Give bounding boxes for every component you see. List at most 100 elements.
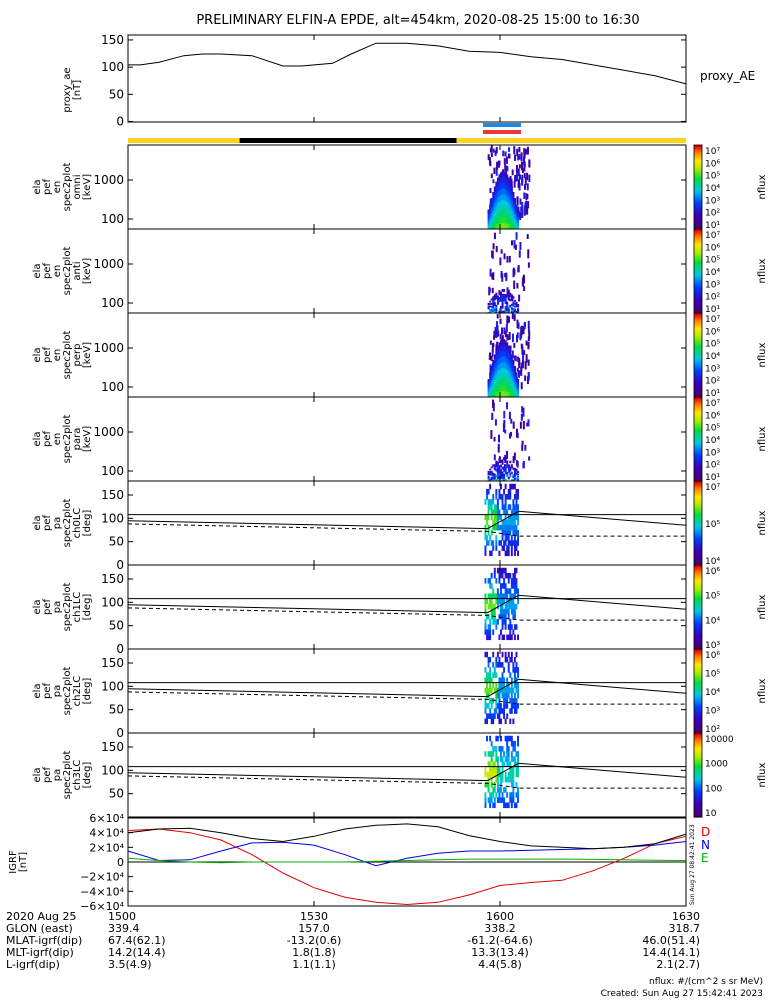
energy-panel-1-flux-cell: [503, 194, 506, 201]
energy-panel-3-flux-cell: [512, 374, 515, 379]
pitch-panel-3-colorbar-cell: [694, 661, 702, 665]
energy-panel-4-flux-cell: [504, 466, 507, 470]
energy-panel-3-flux-cell: [498, 358, 501, 365]
energy-panel-3-flux-cell: [498, 375, 501, 382]
pitch-panel-1-flux-cell: [486, 540, 488, 546]
energy-panel-1-flux-cell: [515, 216, 518, 220]
energy-panel-1-flux-cell: [501, 211, 504, 218]
pitch-panel-2-colorbar-cell: [694, 596, 702, 600]
pitch-panel-1-flux-cell: [504, 483, 507, 490]
pitch-panel-1-flux-cell: [515, 504, 518, 510]
energy-panel-1-flux-cell: [496, 223, 499, 230]
energy-panel-3-ylabel-line: spec2plot: [62, 331, 73, 380]
energy-panel-3-flux-cell: [489, 384, 492, 388]
energy-panel-2-flux-cell: [513, 308, 516, 311]
energy-panel-2-colorbar-cell: [694, 279, 702, 283]
energy-panel-4-colorbar-tick-label: 10¹: [705, 473, 720, 483]
pitch-panel-2-colorbar-cell: [694, 567, 702, 570]
energy-panel-3-colorbar-tick-label: 10⁶: [705, 327, 720, 337]
energy-panel-3-flux-cell: [493, 371, 496, 377]
energy-panel-1-flux-cell: [504, 177, 507, 185]
energy-panel-3-colorbar-tick-label: 10¹: [705, 389, 720, 399]
energy-panel-2-colorbar-cell: [694, 285, 702, 289]
pitch-panel-3-flux-cell: [495, 682, 498, 689]
pitch-panel-1-flux-cell: [490, 514, 493, 521]
energy-panel-1-flux-cell: [518, 174, 521, 180]
pitch-panel-2-colorbar-cell: [694, 607, 702, 610]
pitch-panel-3-colorbar-cell: [694, 686, 702, 690]
energy-panel-3-flux-cell: [496, 345, 499, 352]
pitch-panel-4-flux-cell: [507, 751, 510, 757]
energy-panel-1-colorbar-cell: [694, 191, 702, 194]
energy-panel-1-flux-cell: [492, 225, 495, 230]
pitch-panel-4-flux-cell: [501, 746, 504, 752]
energy-panel-3-flux-cell: [496, 314, 499, 319]
energy-panel-2-colorbar-cell: [694, 229, 702, 232]
energy-panel-4-ytick: 1000: [93, 425, 124, 439]
pitch-panel-2-flux-cell: [515, 578, 518, 584]
energy-panel-4-colorbar-cell: [694, 441, 702, 444]
status-bar-segment: [239, 138, 457, 143]
pitch-panel-4-flux-cell: [517, 740, 519, 747]
energy-panel-4-flux-cell: [506, 402, 509, 410]
pitch-panel-2-flux-cell: [498, 634, 501, 641]
energy-panel-3-flux-cell: [504, 340, 507, 347]
pitch-panel-1-flux-cell: [492, 509, 495, 515]
pitch-panel-1-flux-cell: [504, 530, 507, 536]
pitch-panel-1-flux-cell: [512, 530, 515, 536]
pitch-panel-2-flux-cell: [510, 624, 513, 630]
energy-panel-3-flux-cell: [512, 385, 515, 391]
energy-panel-1-flux-cell: [520, 206, 523, 211]
pitch-panel-1-flux-cell: [515, 530, 518, 536]
pitch-panel-3-flux-cell: [510, 651, 513, 658]
pitch-panel-4-flux-cell: [486, 782, 488, 788]
energy-panel-3-flux-cell: [517, 322, 520, 329]
energy-panel-2-flux-cell: [504, 305, 507, 309]
energy-panel-3-flux-cell: [515, 389, 518, 393]
footer-created: Created: Sun Aug 27 15:42:41 2023: [601, 989, 763, 999]
energy-panel-1-flux-cell: [498, 174, 501, 181]
pitch-panel-2-flux-cell: [506, 608, 509, 615]
energy-panel-4-colorbar-cell: [694, 403, 702, 406]
energy-panel-3-flux-cell: [505, 324, 508, 333]
pitch-panel-3-colorbar-cell: [694, 701, 702, 705]
energy-panel-1-colorbar-cell: [694, 210, 702, 213]
pitch-panel-3-flux-cell: [501, 672, 504, 678]
energy-panel-1-flux-cell: [506, 165, 509, 172]
pitch-panel-2-flux-cell: [489, 593, 492, 599]
energy-panel-3-flux-cell: [506, 342, 509, 349]
energy-panel-4-flux-cell: [522, 407, 525, 417]
energy-panel-2-flux-cell: [493, 232, 496, 240]
energy-panel-3-flux-cell: [518, 370, 521, 375]
pitch-panel-4-flux-cell: [510, 740, 513, 747]
pitch-panel-3-colorbar-cell: [694, 697, 702, 700]
energy-panel-1-ylabel-line: ela: [32, 179, 43, 194]
pitch-panel-2-colorbar-title: nflux: [757, 594, 768, 619]
pitch-panel-4-flux-cell: [487, 797, 490, 803]
energy-panel-1-flux-cell: [507, 153, 510, 158]
pitch-panel-4-colorbar-cell: [694, 787, 702, 791]
pitch-panel-2-ylabel-line: spec2plot: [62, 583, 73, 632]
energy-panel-4-flux-cell: [498, 469, 501, 473]
energy-panel-2-flux-cell: [492, 299, 495, 302]
pitch-panel-2-ylabel-line: pef: [42, 599, 53, 616]
pitch-panel-4-flux-cell: [490, 771, 493, 778]
pitch-panel-2-flux-cell: [489, 624, 492, 630]
energy-panel-1-flux-cell: [503, 188, 506, 195]
pitch-panel-4-flux-cell: [513, 756, 516, 762]
energy-panel-1-ylabel: ela pef en spec2plot omni [keV]: [32, 163, 93, 212]
energy-panel-1-flux-cell: [496, 213, 499, 220]
energy-panel-1-flux-cell: [503, 171, 506, 178]
pitch-panel-1-flux-cell: [503, 509, 506, 515]
pitch-panel-2-colorbar-tick-label: 10⁴: [705, 616, 720, 626]
pitch-panel-1-flux-cell: [496, 504, 499, 510]
energy-panel-3-flux-cell: [515, 392, 518, 396]
energy-panel-1-flux-cell: [506, 185, 509, 192]
pitch-panel-4-flux-cell: [510, 797, 513, 803]
energy-panel-2-colorbar-cell: [694, 243, 702, 247]
energy-panel-1-flux-cell: [510, 207, 513, 213]
pitch-panel-2-flux-cell: [510, 603, 513, 610]
energy-panel-4-colorbar-cell: [694, 436, 702, 440]
energy-panel-1-flux-cell: [495, 195, 498, 202]
